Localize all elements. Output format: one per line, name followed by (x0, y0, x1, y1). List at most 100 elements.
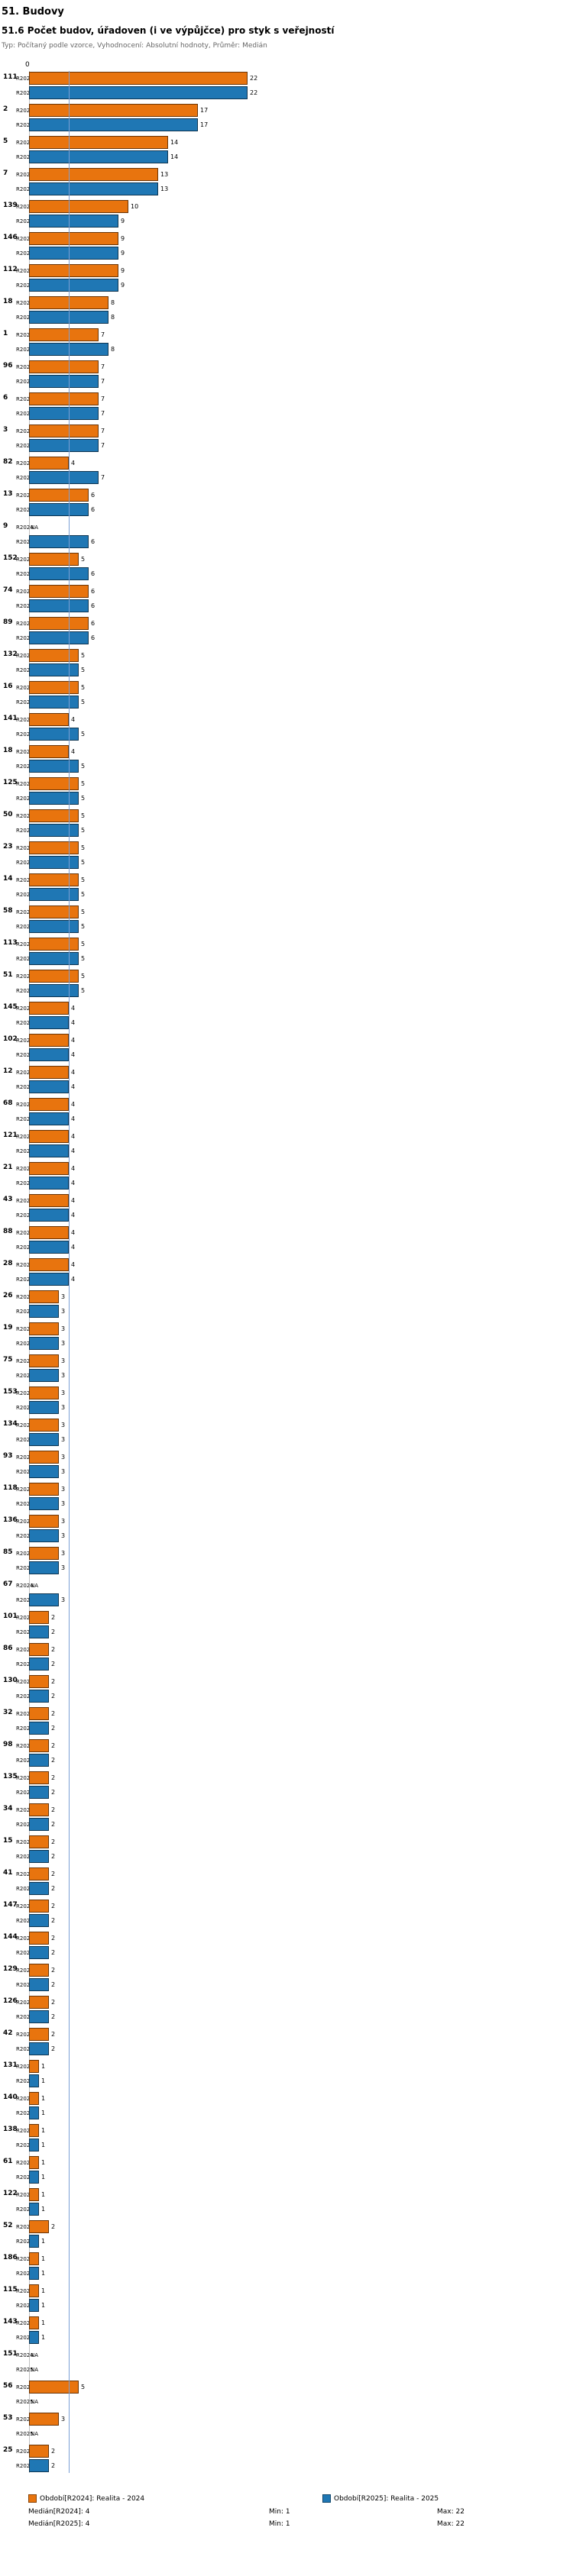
bar-row-r2025: R2025 2 (2, 1721, 573, 1735)
series-label-r2025: R2025 (16, 89, 34, 96)
bar-value-label: 5 (81, 2384, 86, 2390)
stats-row-r2024: Medián[R2024]: 4 Min: 1 Max: 22 (28, 2508, 573, 2520)
max-r2024: Max: 22 (437, 2508, 465, 2516)
bar-row-r2025: R2025 14 (2, 150, 573, 164)
bar-r2025 (29, 856, 79, 869)
bar-r2025 (29, 535, 89, 548)
bar-value-label: 1 (41, 2127, 46, 2134)
series-label-r2024: R2024 (16, 1967, 34, 1974)
bar-r2024 (29, 1419, 59, 1432)
series-label-r2024: R2024 (16, 1518, 34, 1525)
chart-group: 144 R2024 2 R2025 2 (2, 1931, 573, 1960)
series-label-r2025: R2025 (16, 378, 34, 385)
bar-value-label: 2 (51, 1742, 56, 1749)
bar-r2024 (29, 104, 198, 117)
series-label-r2024: R2024 (16, 1101, 34, 1108)
chart-group: 126 R2024 2 R2025 2 (2, 1995, 573, 2024)
bar-value-label: 5 (81, 667, 86, 673)
bar-value-label: 3 (61, 1325, 66, 1332)
series-label-r2025: R2025 (16, 2334, 34, 2341)
chart-group: 141 R2024 4 R2025 5 (2, 712, 573, 741)
series-label-r2024: R2024 (16, 1999, 34, 2006)
chart-group: 50 R2024 5 R2025 5 (2, 809, 573, 838)
group-id-label: 143 (3, 2318, 18, 2326)
bar-r2025 (29, 1625, 49, 1638)
bar-row-r2024: R2024 2 (2, 1835, 573, 1849)
bar-r2025 (29, 2010, 49, 2023)
series-label-r2024: R2024 (16, 588, 34, 595)
bar-r2024 (29, 1034, 69, 1047)
series-label-r2024: R2024 (16, 876, 34, 883)
bar-r2024 (29, 1611, 49, 1624)
bar-r2024 (29, 2413, 59, 2426)
bar-row-r2025: R2025 2 (2, 1753, 573, 1767)
series-label-r2025: R2025 (16, 474, 34, 481)
series-label-r2024: R2024 (16, 2448, 34, 2455)
bar-r2025 (29, 1433, 59, 1446)
bar-r2024 (29, 1258, 69, 1271)
series-label-r2025: R2025 (16, 667, 34, 673)
bar-row-r2024: R2024 2 (2, 1803, 573, 1817)
chart-group: 139 R2024 10 R2025 9 (2, 199, 573, 228)
chart-footer: Období[R2024]: Realita - 2024 Období[R20… (2, 2494, 573, 2532)
series-label-r2024: R2024 (16, 2095, 34, 2102)
bar-value-label: 3 (61, 1422, 66, 1428)
bar-r2024 (29, 1675, 49, 1688)
bar-row-r2024: R2024 2 (2, 1963, 573, 1977)
chart-group: 101 R2024 2 R2025 2 (2, 1610, 573, 1639)
group-id-label: 82 (3, 458, 13, 466)
bar-value-label: 1 (41, 2191, 46, 2198)
bar-value-label: 9 (121, 267, 125, 274)
bar-row-r2025: R2025 3 (2, 1593, 573, 1607)
bar-r2025 (29, 1241, 69, 1254)
series-label-r2024: R2024 (16, 1678, 34, 1685)
series-label-r2024: R2024 (16, 203, 34, 210)
bar-row-r2024: R2024 2 (2, 1931, 573, 1945)
series-label-r2025: R2025 (16, 699, 34, 705)
bar-row-r2025: R2025 2 (2, 1625, 573, 1639)
bar-value-label: 4 (71, 1261, 76, 1268)
chart-group: 98 R2024 2 R2025 2 (2, 1738, 573, 1767)
bar-value-label: 2 (51, 2462, 56, 2469)
group-id-label: 42 (3, 2029, 13, 2037)
bar-value-label: 2 (51, 1917, 56, 1924)
na-label: NA (31, 2352, 39, 2358)
bar-r2025 (29, 663, 79, 676)
bar-r2025 (29, 792, 79, 805)
bar-value-label: 6 (91, 570, 96, 577)
bar-value-label: 2 (51, 1999, 56, 2006)
series-label-r2025: R2025 (16, 1308, 34, 1315)
chart-group: 152 R2024 5 R2025 6 (2, 552, 573, 581)
legend-label-r2025: Období[R2025]: Realita - 2025 (334, 2494, 439, 2503)
axis-zero-line (29, 71, 30, 2473)
bar-value-label: 17 (200, 121, 209, 128)
bar-value-label: 3 (61, 1454, 66, 1461)
series-label-r2025: R2025 (16, 1500, 34, 1507)
series-label-r2024: R2024 (16, 1005, 34, 1012)
bar-r2025 (29, 2042, 49, 2055)
bar-row-r2025: R2025 2 (2, 2009, 573, 2024)
bar-r2025 (29, 1144, 69, 1157)
series-label-r2025: R2025 (16, 602, 34, 609)
series-label-r2025: R2025 (16, 1083, 34, 1090)
series-label-r2024: R2024 (16, 1229, 34, 1236)
series-label-r2024: R2024 (16, 492, 34, 499)
bar-row-r2024: R2024 5 (2, 680, 573, 695)
bar-row-r2025: R2025 6 (2, 599, 573, 613)
series-label-r2024: R2024 (16, 171, 34, 178)
series-label-r2024: R2024 (16, 812, 34, 819)
bar-value-label: 5 (81, 941, 86, 947)
bar-r2025 (29, 439, 99, 452)
bar-row-r2025: R2025 22 (2, 86, 573, 100)
group-id-label: 2 (3, 105, 8, 113)
group-id-label: 15 (3, 1837, 13, 1845)
group-id-label: 7 (3, 169, 8, 177)
bar-row-r2025: R2025 2 (2, 1657, 573, 1671)
series-label-r2024: R2024 (16, 620, 34, 627)
bar-row-r2024: R2024 22 (2, 71, 573, 86)
bar-row-r2024: R2024 4 (2, 456, 573, 470)
bar-row-r2024: R2024 4 (2, 1161, 573, 1176)
bar-row-r2024: R2024 5 (2, 841, 573, 855)
series-label-r2025: R2025 (16, 2238, 34, 2245)
bar-row-r2024: R2024 4 (2, 1033, 573, 1048)
